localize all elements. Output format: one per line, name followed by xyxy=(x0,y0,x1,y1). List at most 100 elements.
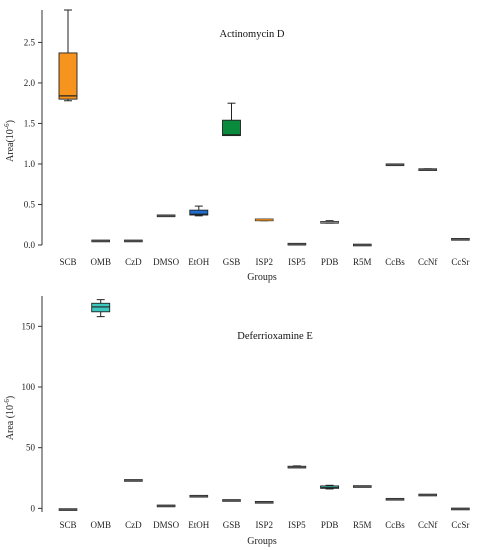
iqr-box xyxy=(222,499,241,502)
iqr-box xyxy=(124,239,143,243)
x-tick-label: CzD xyxy=(125,257,142,267)
x-tick-label: ISP2 xyxy=(255,520,273,530)
y-tick-label: 50 xyxy=(26,443,36,453)
box-r5m xyxy=(352,485,372,488)
box-gsb xyxy=(222,499,241,502)
iqr-box xyxy=(58,508,78,511)
y-tick-label: 0.5 xyxy=(24,199,36,209)
x-tick-labels: SCB OMB CzD DMSO EtOH GSB ISP2 ISP5 PDB R5M CcBs Cc… xyxy=(59,520,469,530)
boxes xyxy=(58,9,470,247)
y-axis-title: Area(10-6) xyxy=(3,120,16,162)
y-ticks: 0 50 100 150 xyxy=(22,321,42,513)
box-ccnf xyxy=(418,493,438,497)
x-tick-label: CzD xyxy=(125,520,142,530)
iqr-box xyxy=(385,497,405,501)
box-omb xyxy=(91,239,110,243)
box-pdb xyxy=(320,484,340,490)
iqr-box xyxy=(91,302,111,313)
x-tick-label: OMB xyxy=(90,257,111,267)
actinomycin-d-panel: Actinomycin D Groups Area(10-6) 0.0 0.5 1.… xyxy=(3,9,470,283)
iqr-box xyxy=(287,242,307,246)
y-axis-title-close: ) xyxy=(5,396,16,399)
x-tick-label: CcNf xyxy=(418,257,438,267)
box-isp5 xyxy=(287,465,307,469)
box-isp2 xyxy=(254,218,274,222)
x-tick-labels: SCB OMB CzD DMSO EtOH GSB ISP2 ISP5 PDB R5M CcBs Cc… xyxy=(59,257,469,267)
box-ccbs xyxy=(385,163,405,167)
x-tick-label: GSB xyxy=(223,520,241,530)
x-tick-label: CcNf xyxy=(418,520,438,530)
x-tick-label: PDB xyxy=(321,257,339,267)
x-tick-label: EtOH xyxy=(188,520,209,530)
y-axis-title-base: Area (10 xyxy=(5,405,16,440)
iqr-box xyxy=(418,493,438,497)
x-tick-label: PDB xyxy=(321,520,339,530)
x-tick-label: DMSO xyxy=(153,257,180,267)
x-axis-title: Groups xyxy=(247,536,277,547)
box-ccsr xyxy=(451,238,470,241)
x-tick-label: ISP5 xyxy=(288,520,306,530)
iqr-box xyxy=(320,485,340,489)
box-ccbs xyxy=(385,497,405,501)
iqr-box xyxy=(385,163,405,167)
chart-title: Actinomycin D xyxy=(219,29,284,40)
box-scb xyxy=(58,508,78,511)
chart-title: Deferrioxamine E xyxy=(237,331,313,342)
y-axis-title-exponent: -6 xyxy=(3,123,11,129)
box-etoh xyxy=(189,205,209,217)
box-r5m xyxy=(352,243,372,247)
x-tick-label: EtOH xyxy=(188,257,209,267)
y-axis-title-exponent: -6 xyxy=(3,399,11,405)
iqr-box xyxy=(418,168,438,171)
iqr-box xyxy=(124,479,143,482)
y-tick-label: 100 xyxy=(22,382,36,392)
box-pdb xyxy=(320,220,339,224)
iqr-box xyxy=(156,214,176,218)
box-czd xyxy=(124,479,143,482)
y-tick-label: 0 xyxy=(31,503,36,513)
iqr-box xyxy=(222,119,241,137)
x-tick-label: SCB xyxy=(59,520,76,530)
box-ccnf xyxy=(418,168,438,171)
x-tick-label: OMB xyxy=(90,520,111,530)
box-gsb xyxy=(222,102,241,137)
y-tick-label: 1.0 xyxy=(24,159,36,169)
x-tick-label: CcBs xyxy=(385,257,405,267)
y-axis-title-base: Area(10 xyxy=(5,129,16,162)
iqr-box xyxy=(189,209,209,216)
box-isp5 xyxy=(287,242,307,246)
y-ticks: 0.0 0.5 1.0 1.5 2.0 2.5 xyxy=(24,37,42,250)
boxes xyxy=(58,299,470,511)
iqr-box xyxy=(320,221,339,224)
x-tick-label: CcBs xyxy=(385,520,405,530)
box-etoh xyxy=(189,494,209,498)
iqr-box xyxy=(58,52,78,100)
box-dmso xyxy=(156,214,176,218)
y-axis-title: Area (10-6) xyxy=(3,396,16,440)
x-tick-label: SCB xyxy=(59,257,76,267)
y-tick-label: 1.5 xyxy=(24,118,36,128)
x-tick-label: GSB xyxy=(223,257,241,267)
iqr-box xyxy=(156,504,176,508)
y-tick-label: 150 xyxy=(22,321,36,331)
iqr-box xyxy=(189,494,209,498)
iqr-box xyxy=(254,218,274,222)
iqr-box xyxy=(451,238,470,241)
x-tick-label: ISP5 xyxy=(288,257,306,267)
box-ccsr xyxy=(451,507,470,511)
box-isp2 xyxy=(254,500,274,504)
x-tick-label: ISP2 xyxy=(255,257,273,267)
box-scb xyxy=(58,9,78,102)
box-omb xyxy=(91,299,111,318)
x-tick-label: CcSr xyxy=(451,257,469,267)
box-dmso xyxy=(156,504,176,508)
y-tick-label: 2.5 xyxy=(24,37,36,47)
y-axis-title-close: ) xyxy=(5,120,16,123)
x-tick-label: CcSr xyxy=(451,520,469,530)
x-tick-label: R5M xyxy=(353,520,372,530)
y-tick-label: 2.0 xyxy=(24,78,36,88)
iqr-box xyxy=(451,507,470,511)
x-axis-title: Groups xyxy=(247,272,277,283)
iqr-box xyxy=(352,485,372,488)
